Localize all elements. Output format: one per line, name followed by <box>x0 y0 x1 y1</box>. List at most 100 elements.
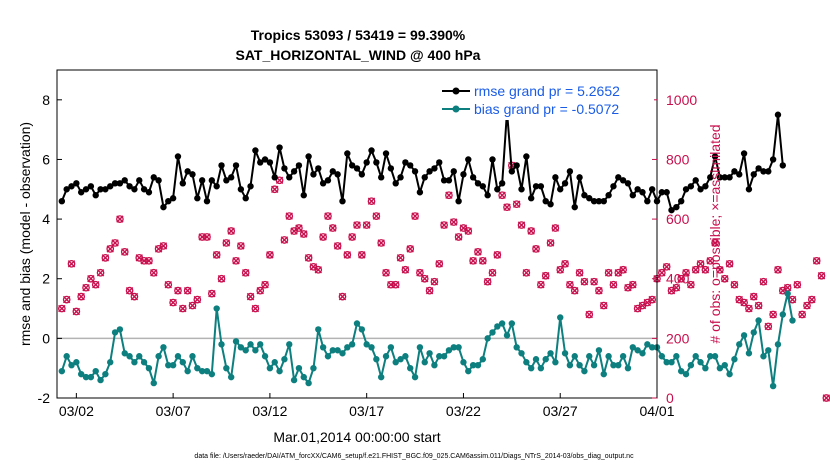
obs-assimilated-point <box>338 292 347 301</box>
y2-tick-label: 800 <box>666 151 690 167</box>
obs-assimilated-stroke <box>503 203 511 211</box>
obs-assimilated-stroke <box>575 269 584 277</box>
bias-point <box>68 362 75 369</box>
rmse-point <box>179 180 187 187</box>
obs-possible-point <box>445 191 453 200</box>
obs-assimilated-point <box>169 298 177 307</box>
obs-assimilated-stroke <box>517 221 526 229</box>
y2-tick-label: 1000 <box>666 92 697 108</box>
obs-assimilated-stroke <box>116 215 124 223</box>
obs-possible-point <box>246 292 255 301</box>
obs-assimilated-stroke <box>232 257 240 265</box>
obs-possible-point <box>478 256 487 265</box>
rmse-point <box>726 174 733 181</box>
rmse-point <box>131 186 138 193</box>
bias-point <box>397 356 404 363</box>
bias-point <box>586 353 593 360</box>
obs-possible-point <box>232 256 240 265</box>
rmse-point <box>774 111 782 118</box>
obs-assimilated-point <box>193 295 202 304</box>
bias-point <box>721 362 728 369</box>
obs-assimilated-stroke <box>256 286 264 295</box>
rmse-point <box>465 156 472 163</box>
rmse-point <box>242 195 249 202</box>
obs-possible-point <box>67 259 76 268</box>
obs-possible-point <box>362 221 371 229</box>
obs-assimilated-point <box>96 269 105 277</box>
obs-possible-point <box>711 239 719 247</box>
bias-point <box>557 314 564 321</box>
obs-assimilated-point <box>329 224 337 232</box>
obs-assimilated-stroke <box>750 292 758 301</box>
obs-assimilated-stroke <box>154 245 163 253</box>
obs-possible-point <box>82 283 90 292</box>
obs-assimilated-stroke <box>812 257 821 265</box>
obs-assimilated-point <box>348 233 356 241</box>
rmse-point <box>460 171 467 178</box>
bias-point <box>711 353 719 360</box>
bias-point <box>150 379 157 387</box>
obs-assimilated-point <box>362 221 371 229</box>
bias-point <box>402 353 409 360</box>
obs-assimilated-point <box>464 227 472 235</box>
obs-assimilated-stroke <box>222 239 231 247</box>
obs-possible-point <box>435 259 444 268</box>
bias-point <box>426 350 433 357</box>
rmse-point <box>407 162 414 169</box>
bias-point <box>126 353 133 360</box>
obs-possible-point <box>275 176 284 185</box>
bias-point <box>552 359 559 366</box>
obs-assimilated-stroke <box>590 278 598 286</box>
obs-assimilated-point <box>425 286 434 295</box>
obs-assimilated-stroke <box>779 286 787 295</box>
obs-assimilated-point <box>561 260 569 268</box>
obs-possible-point <box>740 298 748 307</box>
obs-assimilated-stroke <box>740 298 748 307</box>
bias-point <box>469 362 477 369</box>
bias-point <box>648 344 656 351</box>
obs-assimilated-point <box>353 221 361 229</box>
obs-possible-point <box>706 256 715 265</box>
rmse-point <box>716 174 724 181</box>
rmse-point <box>615 174 622 181</box>
obs-count-series <box>57 161 830 402</box>
obs-assimilated-stroke <box>101 254 110 262</box>
x-tick-label: 03/27 <box>543 403 578 419</box>
bias-point <box>619 353 627 360</box>
obs-assimilated-point <box>304 254 313 262</box>
rmse-point <box>77 189 85 196</box>
obs-possible-point <box>237 242 245 250</box>
obs-assimilated-stroke <box>285 212 293 220</box>
obs-possible-point <box>769 310 777 319</box>
obs-possible-point <box>527 227 536 235</box>
obs-assimilated-stroke <box>425 286 434 295</box>
bias-point <box>63 353 70 360</box>
bias-point <box>571 353 578 360</box>
obs-assimilated-point <box>512 200 521 208</box>
obs-possible-point <box>91 280 100 289</box>
obs-possible-point <box>188 301 197 310</box>
axes: -2 0 2 4 6 8 0 200 400 600 800 1000 03/02 03/07 03/12 0… <box>38 92 698 419</box>
obs-assimilated-point <box>116 215 124 223</box>
obs-possible-point <box>764 322 773 331</box>
obs-assimilated-point <box>677 275 685 283</box>
obs-assimilated-point <box>822 394 830 402</box>
obs-assimilated-point <box>314 266 322 274</box>
bias-point <box>324 353 332 360</box>
obs-assimilated-point <box>319 233 327 241</box>
obs-assimilated-stroke <box>600 301 608 310</box>
bias-point <box>218 341 225 348</box>
obs-possible-point <box>464 227 473 235</box>
obs-possible-point <box>299 230 308 238</box>
obs-assimilated-stroke <box>595 286 603 295</box>
obs-assimilated-point <box>101 254 110 262</box>
obs-possible-point <box>817 271 826 280</box>
obs-assimilated-point <box>290 227 298 235</box>
rmse-point <box>479 183 487 190</box>
bias-point <box>237 344 245 351</box>
obs-assimilated-stroke <box>735 295 743 304</box>
rmse-point <box>595 198 603 205</box>
obs-assimilated-stroke <box>798 310 806 319</box>
bias-point <box>668 359 675 366</box>
bias-point <box>87 373 95 381</box>
